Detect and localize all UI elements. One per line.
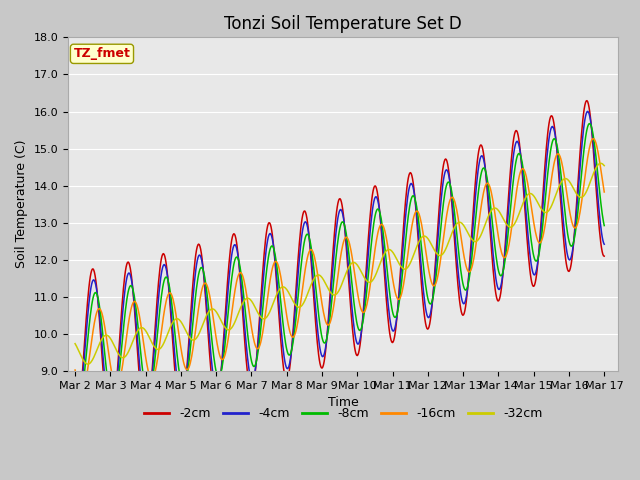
- -16cm: [589, 136, 597, 142]
- -8cm: [395, 303, 403, 309]
- -2cm: [230, 231, 238, 237]
- -2cm: [133, 344, 141, 350]
- Line: -32cm: -32cm: [75, 163, 604, 364]
- -16cm: [134, 306, 141, 312]
- -4cm: [395, 298, 403, 303]
- -32cm: [597, 160, 605, 166]
- -4cm: [231, 242, 239, 248]
- -8cm: [424, 298, 432, 303]
- -8cm: [134, 322, 141, 328]
- -4cm: [71, 420, 79, 425]
- -2cm: [257, 299, 264, 304]
- -16cm: [278, 277, 285, 283]
- -4cm: [600, 241, 608, 247]
- -2cm: [277, 336, 285, 342]
- -16cm: [395, 297, 403, 302]
- Line: -2cm: -2cm: [75, 101, 604, 434]
- -2cm: [394, 303, 402, 309]
- -32cm: [278, 285, 285, 290]
- -16cm: [231, 287, 239, 292]
- -32cm: [395, 260, 403, 265]
- -4cm: [257, 301, 265, 307]
- Line: -8cm: -8cm: [75, 123, 604, 410]
- -32cm: [134, 328, 141, 334]
- -32cm: [600, 163, 608, 168]
- Text: TZ_fmet: TZ_fmet: [74, 48, 131, 60]
- -4cm: [424, 315, 432, 321]
- -8cm: [586, 120, 593, 126]
- -8cm: [71, 401, 79, 407]
- -2cm: [583, 98, 591, 104]
- Title: Tonzi Soil Temperature Set D: Tonzi Soil Temperature Set D: [224, 15, 462, 33]
- -4cm: [584, 108, 591, 114]
- -2cm: [424, 326, 431, 332]
- Y-axis label: Soil Temperature (C): Soil Temperature (C): [15, 140, 28, 268]
- -32cm: [424, 236, 432, 242]
- -8cm: [278, 305, 285, 311]
- Legend: -2cm, -4cm, -8cm, -16cm, -32cm: -2cm, -4cm, -8cm, -16cm, -32cm: [139, 402, 547, 425]
- -4cm: [134, 341, 141, 347]
- -2cm: [600, 253, 608, 259]
- -32cm: [231, 319, 239, 324]
- -16cm: [600, 189, 608, 195]
- -4cm: [278, 329, 285, 335]
- -16cm: [71, 367, 79, 373]
- -8cm: [231, 256, 239, 262]
- -2cm: [71, 432, 79, 437]
- -8cm: [257, 320, 265, 326]
- Line: -16cm: -16cm: [75, 139, 604, 393]
- -8cm: [74, 407, 82, 413]
- -32cm: [84, 361, 92, 367]
- -32cm: [71, 341, 79, 347]
- X-axis label: Time: Time: [328, 396, 358, 409]
- -16cm: [77, 390, 85, 396]
- -32cm: [257, 315, 265, 321]
- -8cm: [600, 223, 608, 228]
- -4cm: [72, 420, 79, 426]
- -16cm: [424, 265, 432, 271]
- -16cm: [257, 337, 265, 343]
- Line: -4cm: -4cm: [75, 111, 604, 423]
